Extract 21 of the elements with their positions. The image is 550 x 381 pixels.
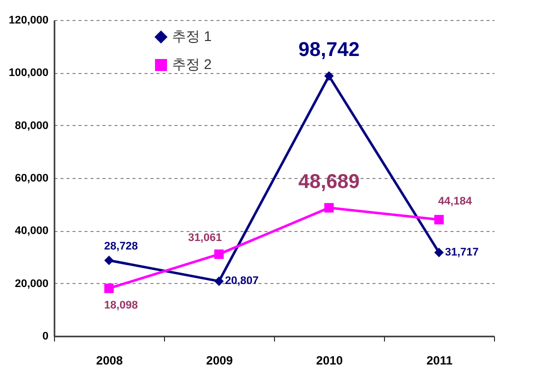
data-label: 28,728: [104, 240, 138, 252]
y-tick-label: 120,000: [8, 14, 48, 26]
y-tick-label: 60,000: [14, 172, 48, 184]
data-label: 18,098: [104, 299, 138, 312]
data-label: 44,184: [438, 196, 473, 208]
y-tick-label: 0: [42, 330, 48, 342]
y-tick-label: 100,000: [8, 67, 48, 80]
data-label: 98,742: [298, 38, 360, 61]
y-tick-label: 80,000: [14, 120, 48, 132]
y-tick-label: 20,000: [14, 278, 48, 290]
x-tick-label: 2010: [316, 354, 344, 368]
data-label: 31,717: [445, 246, 479, 258]
legend-label: 추정 1: [172, 28, 212, 44]
x-tick-label: 2009: [206, 354, 234, 368]
data-label: 20,807: [225, 275, 259, 288]
legend-label: 추정 2: [172, 56, 212, 72]
x-tick-label: 2008: [96, 354, 124, 368]
x-tick-label: 2011: [426, 354, 453, 368]
data-label: 31,061: [188, 232, 222, 244]
data-label: 48,689: [298, 170, 360, 193]
y-tick-label: 40,000: [14, 225, 48, 238]
